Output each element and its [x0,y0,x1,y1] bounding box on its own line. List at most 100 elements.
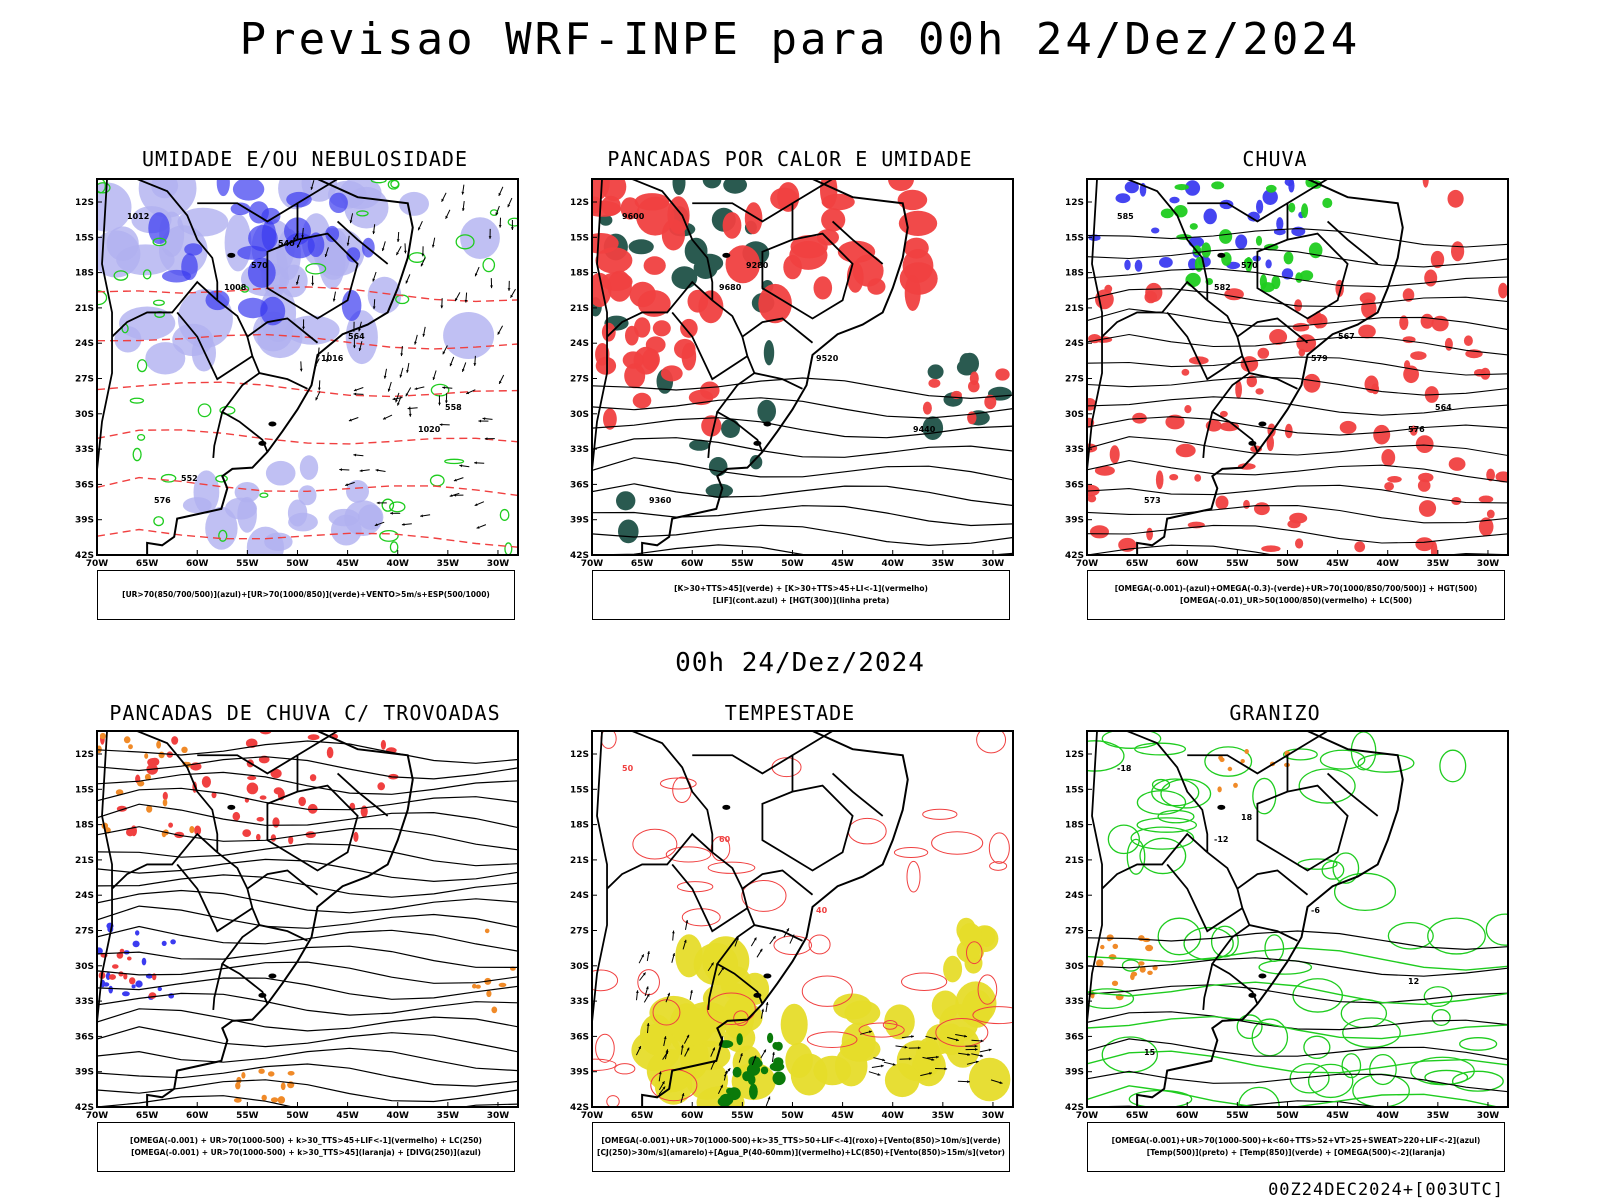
contour-line [97,826,518,851]
border-line [176,311,253,381]
wind-vector-head [474,461,477,465]
pressure-contour [977,974,998,1005]
border-line [1256,232,1349,320]
field-patch [995,368,1010,381]
x-tick-label: 65W [631,559,654,569]
wind-vector-head [980,1054,984,1058]
field-patch [721,418,740,438]
field-patch [1448,457,1466,471]
lake [753,440,762,446]
wind-vector-head [967,1053,971,1056]
wind-vector-head [324,254,328,257]
field-patch [162,799,168,807]
legend-line: [Temp(500)](preto) + [Temp(850)](verde) … [1146,1148,1446,1157]
border-line [1101,832,1208,890]
wind-vector-head [442,386,446,390]
border-line [1326,220,1379,265]
contour-line [97,333,518,350]
field-patch [264,532,293,551]
y-tick-label: 27S [570,375,589,385]
x-tick-label: 70W [581,1111,604,1121]
border-line [671,311,748,381]
field-patch [232,179,265,201]
pressure-contour [665,846,712,863]
field-patch [1115,193,1131,204]
field-patch [1495,471,1508,483]
temp850-contour [1126,838,1146,875]
field-patch [309,774,317,782]
field-patch [888,179,914,191]
field-patch [1243,499,1250,509]
field-patch [491,1006,498,1014]
field-patch [708,457,728,477]
contour-line [97,528,518,548]
field-patch [770,187,799,210]
field-patch [119,948,125,954]
y-tick-label: 18S [570,269,589,279]
field-patch [108,985,113,994]
contour-line [97,874,518,898]
humidity-contour [482,257,496,273]
wind-vector-head [441,198,445,202]
contour-line [1087,524,1508,544]
field-patch [128,744,133,750]
field-patch [272,817,280,828]
humidity-contour [379,529,399,542]
border-line [97,179,113,471]
field-patch [717,1096,732,1107]
wind-vector-head [466,391,470,395]
field-patch [601,322,616,342]
field-patch [1094,465,1115,476]
wind-vector-head [488,236,492,239]
field-patch [475,984,481,989]
field-patch [498,982,507,988]
wind-vector-head [931,1058,935,1061]
temp850-contour [1252,777,1277,815]
x-tick-label: 40W [386,1111,409,1121]
field-patch [1130,973,1135,981]
field-patch [486,990,492,998]
wind-vector-head [638,1046,641,1050]
field-patch [1220,410,1228,418]
border-line [631,731,714,853]
wind-vector-head [403,250,407,254]
border-line [831,772,884,817]
temp850-contour [1134,742,1187,756]
wind-vector-head [710,962,714,966]
x-tick-label: 50W [1276,1111,1299,1121]
field-patch [1159,257,1173,268]
wind-vector-head [490,285,493,289]
wind-vector-head [882,1058,886,1062]
humidity-contour [370,179,387,184]
field-patch [286,191,312,208]
border-line [1126,731,1209,853]
field-patch [1087,398,1097,411]
x-tick-label: 65W [136,559,159,569]
y-tick-label: 18S [1065,821,1084,831]
wind-vector-head [880,1064,884,1068]
field-patch [813,276,833,300]
pressure-contour [676,881,714,893]
field-patch [245,738,258,748]
contour-label: 558 [445,403,462,412]
temp850-contour [1352,1073,1410,1107]
pressure-contour [906,860,921,893]
border-line [592,179,608,471]
contour-line [97,992,518,1016]
border-line [246,317,319,344]
contour-label: 40 [816,906,828,915]
wind-vector-head [299,368,303,372]
field-patch [1090,525,1109,539]
field-patch [1145,944,1154,952]
field-patch [1415,435,1434,453]
wind-vector-head [399,374,403,378]
y-tick-label: 21S [75,304,94,314]
wind-vector-head [315,397,319,401]
wind-vector-head [302,326,305,330]
field-patch [1418,500,1437,517]
contour-label: 9360 [649,496,672,505]
field-patch [1233,782,1238,788]
field-patch [235,1082,241,1090]
temp850-contour [1451,1070,1504,1092]
